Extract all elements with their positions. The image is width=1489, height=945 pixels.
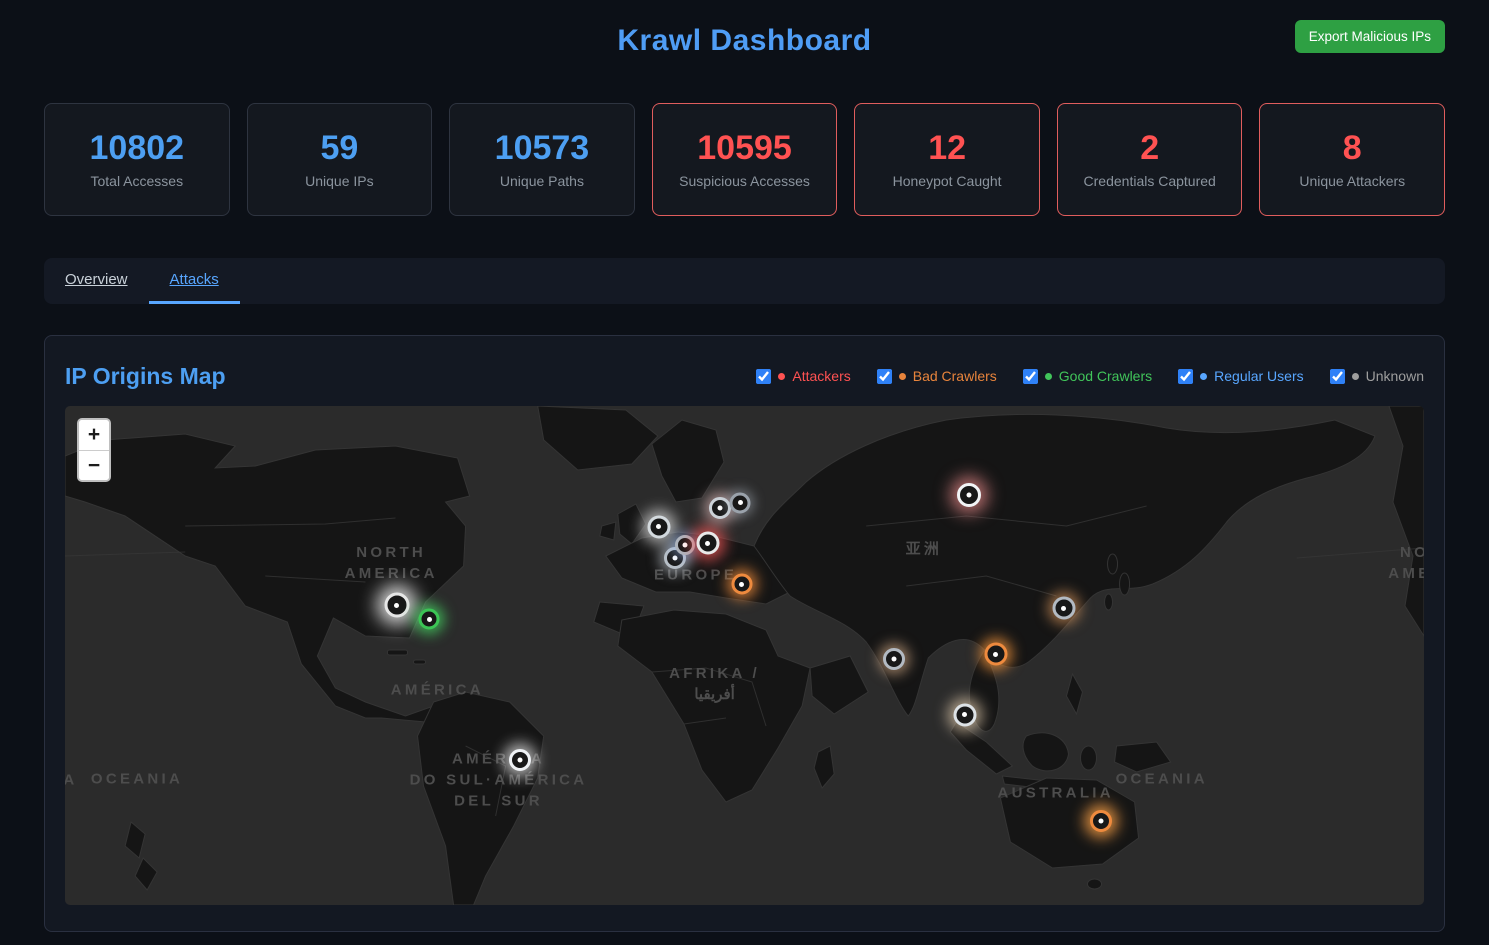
legend-item-good-crawlers[interactable]: Good Crawlers — [1022, 368, 1153, 384]
ip-origin-marker[interactable] — [1052, 596, 1076, 620]
stat-label: Unique Attackers — [1299, 172, 1406, 189]
ip-origin-marker[interactable] — [418, 608, 440, 630]
ip-origin-marker[interactable] — [729, 492, 751, 514]
tab-attacks[interactable]: Attacks — [148, 258, 240, 304]
ip-origin-marker[interactable] — [956, 482, 981, 507]
legend-checkbox[interactable] — [1178, 368, 1194, 384]
stat-card-unique-paths: 10573 Unique Paths — [449, 103, 635, 216]
header: Krawl Dashboard Export Malicious IPs — [44, 0, 1445, 80]
stat-value: 10802 — [89, 128, 185, 167]
stat-card-suspicious-accesses: 10595 Suspicious Accesses — [651, 103, 838, 216]
ip-origin-marker[interactable] — [384, 592, 410, 618]
stat-value: 10595 — [697, 128, 792, 167]
legend-label: Bad Crawlers — [912, 368, 997, 384]
ip-origins-map-panel: IP Origins Map Attackers Bad Crawlers Go… — [44, 335, 1445, 932]
map-zoom-control: + − — [77, 418, 111, 482]
legend-dot-icon — [898, 372, 906, 380]
stat-label: Suspicious Accesses — [679, 172, 810, 189]
ip-origin-marker[interactable] — [882, 647, 905, 670]
stat-value: 8 — [1342, 128, 1362, 167]
tab-overview[interactable]: Overview — [65, 271, 128, 288]
legend-item-bad-crawlers[interactable]: Bad Crawlers — [876, 368, 997, 384]
stat-label: Unique Paths — [499, 172, 584, 189]
stat-value: 2 — [1140, 128, 1160, 167]
legend-dot-icon — [1200, 372, 1208, 380]
ip-origin-marker[interactable] — [709, 496, 732, 519]
legend-label: Good Crawlers — [1058, 368, 1153, 384]
legend-checkbox[interactable] — [1329, 368, 1345, 384]
legend-label: Regular Users — [1214, 368, 1304, 384]
stat-value: 12 — [928, 128, 967, 167]
ip-origin-marker[interactable] — [696, 531, 720, 555]
legend-dot-icon — [778, 372, 786, 380]
stat-card-unique-attackers: 8 Unique Attackers — [1259, 103, 1446, 216]
legend-dot-icon — [1351, 372, 1359, 380]
map-panel-title: IP Origins Map — [65, 362, 226, 389]
legend-checkbox[interactable] — [876, 368, 892, 384]
legend-label: Attackers — [792, 368, 851, 384]
page-title: Krawl Dashboard — [617, 24, 872, 57]
zoom-in-button[interactable]: + — [79, 420, 109, 450]
legend-item-unknown[interactable]: Unknown — [1329, 368, 1424, 384]
ip-origin-marker[interactable] — [731, 573, 753, 595]
export-malicious-ips-button[interactable]: Export Malicious IPs — [1294, 20, 1445, 53]
zoom-out-button[interactable]: − — [79, 450, 109, 480]
legend-checkbox[interactable] — [756, 368, 772, 384]
map-legend: Attackers Bad Crawlers Good Crawlers Reg… — [756, 368, 1424, 384]
ip-origin-marker[interactable] — [953, 703, 977, 727]
legend-label: Unknown — [1365, 368, 1424, 384]
stat-label: Honeypot Caught — [892, 172, 1002, 189]
stat-value: 10573 — [494, 128, 590, 167]
stat-card-unique-ips: 59 Unique IPs — [246, 103, 433, 216]
ip-origin-marker[interactable] — [984, 642, 1008, 666]
ip-origin-marker[interactable] — [1089, 810, 1112, 833]
legend-dot-icon — [1044, 372, 1052, 380]
map-panel-header: IP Origins Map Attackers Bad Crawlers Go… — [65, 356, 1424, 396]
stat-label: Total Accesses — [90, 172, 184, 189]
stat-card-honeypot-caught: 12 Honeypot Caught — [854, 103, 1040, 216]
stat-label: Unique IPs — [305, 172, 374, 189]
ip-origin-marker[interactable] — [647, 515, 671, 539]
legend-item-attackers[interactable]: Attackers — [756, 368, 851, 384]
stats-row: 10802 Total Accesses 59 Unique IPs 10573… — [44, 103, 1446, 216]
world-landmass — [65, 406, 1424, 905]
dashboard: Krawl Dashboard Export Malicious IPs 108… — [44, 0, 1446, 932]
stat-value: 59 — [320, 128, 359, 167]
legend-item-regular-users[interactable]: Regular Users — [1178, 368, 1304, 384]
stat-card-credentials-captured: 2 Credentials Captured — [1056, 103, 1243, 216]
stat-card-total-accesses: 10802 Total Accesses — [44, 103, 230, 216]
ip-origin-marker[interactable] — [509, 748, 532, 771]
tabs-bar: Overview Attacks — [44, 258, 1445, 304]
legend-checkbox[interactable] — [1022, 368, 1038, 384]
stat-label: Credentials Captured — [1083, 172, 1216, 189]
ip-origin-marker[interactable] — [674, 535, 695, 556]
world-map[interactable]: + − NORTH AMERICA AMÉRICA AMÉRICA DO SUL·A… — [65, 406, 1424, 905]
